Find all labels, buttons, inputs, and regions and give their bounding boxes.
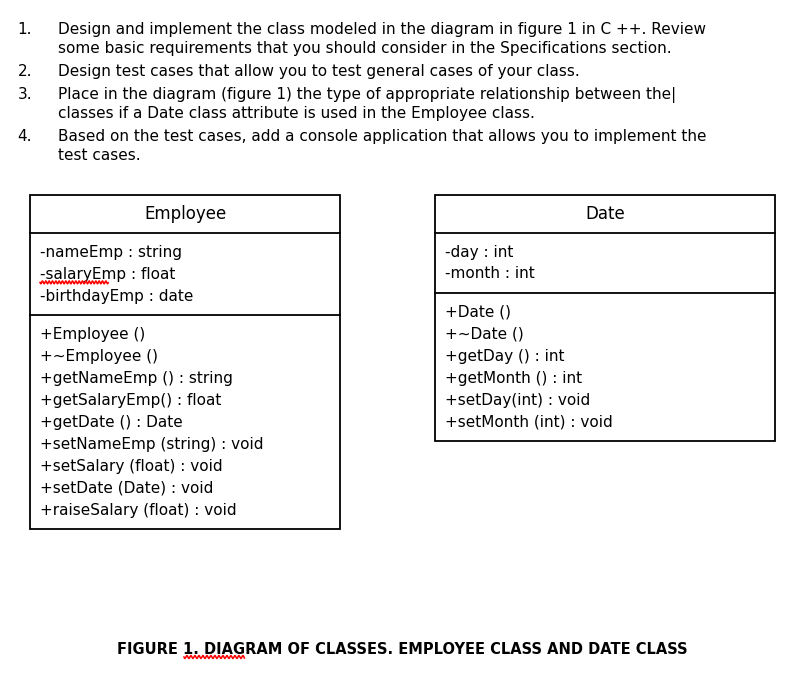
Text: Based on the test cases, add a console application that allows you to implement : Based on the test cases, add a console a…: [58, 129, 707, 144]
Text: FIGURE 1. DIAGRAM OF CLASSES. EMPLOYEE CLASS AND DATE CLASS: FIGURE 1. DIAGRAM OF CLASSES. EMPLOYEE C…: [118, 642, 687, 657]
Text: +getDate () : Date: +getDate () : Date: [40, 415, 183, 430]
Bar: [435, 195, 775, 441]
Text: 3.: 3.: [18, 87, 32, 102]
Bar: [30, 195, 340, 529]
Text: Place in the diagram (figure 1) the type of appropriate relationship between the: Place in the diagram (figure 1) the type…: [58, 87, 676, 103]
Text: Design test cases that allow you to test general cases of your class.: Design test cases that allow you to test…: [58, 64, 580, 79]
Text: -day : int: -day : int: [445, 244, 514, 259]
Text: +setSalary (float) : void: +setSalary (float) : void: [40, 458, 223, 473]
Text: +getMonth () : int: +getMonth () : int: [445, 371, 582, 386]
Text: +getSalaryEmp() : float: +getSalaryEmp() : float: [40, 393, 221, 408]
Text: +setMonth (int) : void: +setMonth (int) : void: [445, 415, 613, 430]
Text: Date: Date: [585, 205, 625, 223]
Text: +getNameEmp () : string: +getNameEmp () : string: [40, 371, 233, 386]
Text: Employee: Employee: [144, 205, 226, 223]
Text: -month : int: -month : int: [445, 267, 535, 282]
Text: +setDay(int) : void: +setDay(int) : void: [445, 393, 590, 408]
Text: some basic requirements that you should consider in the Specifications section.: some basic requirements that you should …: [58, 41, 671, 56]
Text: 4.: 4.: [18, 129, 32, 144]
Text: 1.: 1.: [18, 22, 32, 37]
Text: -birthdayEmp : date: -birthdayEmp : date: [40, 289, 193, 304]
Text: +raiseSalary (float) : void: +raiseSalary (float) : void: [40, 503, 237, 518]
Text: -nameEmp : string: -nameEmp : string: [40, 244, 182, 259]
Text: +Employee (): +Employee (): [40, 326, 145, 341]
Text: Design and implement the class modeled in the diagram in figure 1 in C ++. Revie: Design and implement the class modeled i…: [58, 22, 706, 37]
Text: test cases.: test cases.: [58, 148, 141, 163]
Text: +Date (): +Date (): [445, 304, 511, 319]
Text: 2.: 2.: [18, 64, 32, 79]
Text: +getDay () : int: +getDay () : int: [445, 349, 564, 363]
Text: +~Employee (): +~Employee (): [40, 349, 158, 363]
Text: classes if a Date class attribute is used in the Employee class.: classes if a Date class attribute is use…: [58, 106, 535, 121]
Text: +~Date (): +~Date (): [445, 326, 524, 341]
Text: -salaryEmp : float: -salaryEmp : float: [40, 267, 175, 282]
Text: +setDate (Date) : void: +setDate (Date) : void: [40, 480, 213, 495]
Text: +setNameEmp (string) : void: +setNameEmp (string) : void: [40, 436, 263, 451]
